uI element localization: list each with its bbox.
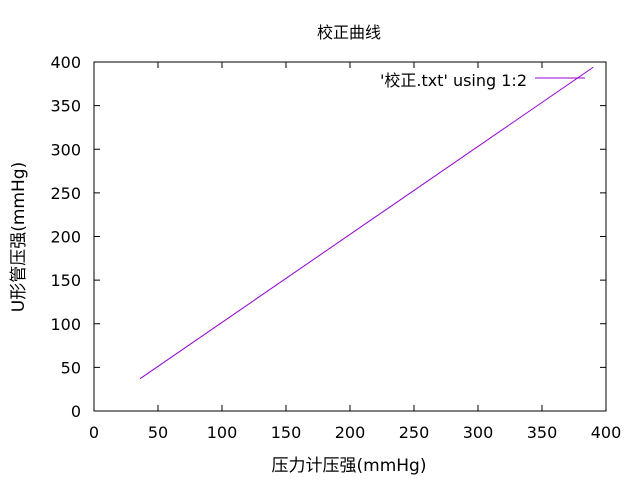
x-tick-label: 250 (399, 423, 430, 442)
x-axis-title: 压力计压强(mmHg) (272, 456, 427, 476)
y-tick-label: 200 (50, 228, 81, 247)
plot-frame (93, 61, 607, 412)
y-tick-label: 400 (50, 53, 81, 72)
x-tick-label: 300 (463, 423, 494, 442)
x-tick-label: 400 (591, 423, 622, 442)
x-tick-label: 100 (207, 423, 238, 442)
y-axis-title: U形管压强(mmHg) (9, 162, 29, 312)
y-tick-label: 150 (50, 271, 81, 290)
x-tick-label: 50 (148, 423, 168, 442)
y-tick-label: 100 (50, 315, 81, 334)
legend: '校正.txt' using 1:2 (380, 71, 585, 90)
x-tick-label: 350 (527, 423, 558, 442)
series-layer (139, 66, 594, 380)
legend-label: '校正.txt' using 1:2 (380, 71, 527, 90)
y-tick-label: 350 (50, 97, 81, 116)
x-tick-label: 150 (271, 423, 302, 442)
y-tick-label: 50 (61, 358, 81, 377)
chart-title: 校正曲线 (317, 23, 381, 42)
y-tick-label: 300 (50, 140, 81, 159)
y-tick-label: 0 (71, 402, 81, 421)
series-line (139, 66, 594, 380)
y-tick-label: 250 (50, 184, 81, 203)
x-axis-ticks: 0 50 100 150 200 250 300 350 400 (89, 62, 621, 442)
y-axis-ticks: 0 50 100 150 200 250 300 350 400 (50, 53, 606, 421)
x-tick-label: 0 (89, 423, 99, 442)
x-tick-label: 200 (335, 423, 366, 442)
